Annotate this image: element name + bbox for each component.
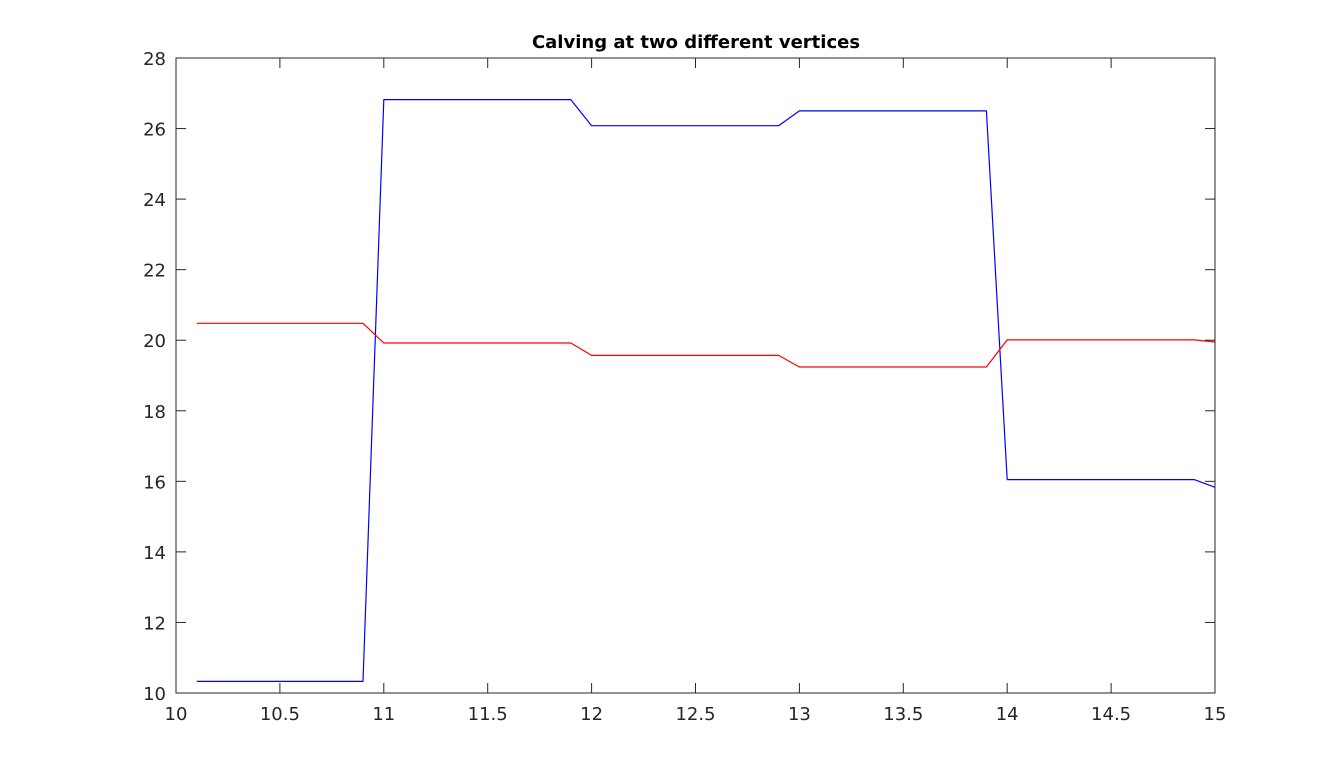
- y-tick-label: 18: [143, 402, 166, 423]
- series-line-1: [196, 98, 1216, 683]
- y-tick-label: 26: [143, 120, 166, 141]
- chart-title: Calving at two different vertices: [532, 32, 860, 53]
- x-tick-label: 11: [372, 704, 395, 725]
- x-tick-label: 12: [580, 704, 603, 725]
- x-tick-label: 14.5: [1091, 704, 1131, 725]
- y-tick-label: 22: [143, 261, 166, 282]
- y-tick-label: 20: [143, 331, 166, 352]
- y-tick-label: 16: [143, 472, 166, 493]
- series-layer: [196, 98, 1216, 683]
- y-tick-label: 12: [143, 613, 166, 634]
- y-tick-label: 24: [143, 190, 166, 211]
- y-tick-label: 10: [143, 684, 166, 705]
- axes-box: [175, 57, 1216, 694]
- series-line-2: [196, 322, 1216, 368]
- x-tick-label: 10.5: [260, 704, 300, 725]
- x-tick-label: 12.5: [675, 704, 715, 725]
- x-tick-label: 13: [788, 704, 811, 725]
- ticks-layer: 10 10.5 11 11.5 12 12.5 13 13.5 14 14.5 15 10 12 14 16…: [143, 49, 1226, 725]
- x-tick-label: 13.5: [883, 704, 923, 725]
- y-tick-label: 14: [143, 543, 166, 564]
- x-tick-label: 11.5: [468, 704, 508, 725]
- x-tick-label: 10: [165, 704, 188, 725]
- x-tick-label: 15: [1204, 704, 1227, 725]
- x-tick-label: 14: [996, 704, 1019, 725]
- y-tick-label: 28: [143, 49, 166, 70]
